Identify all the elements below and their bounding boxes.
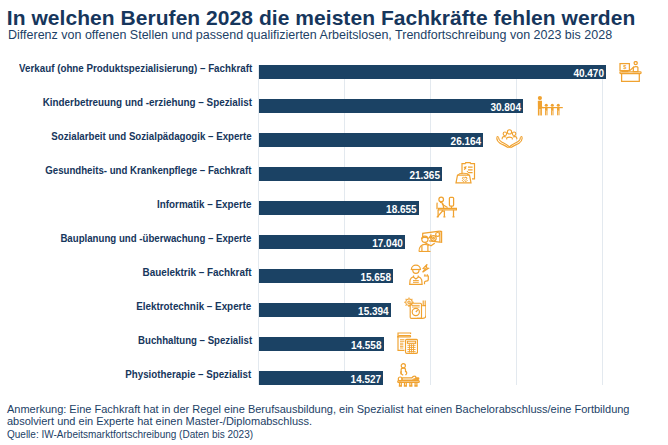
svg-text:$: $ — [623, 64, 626, 70]
